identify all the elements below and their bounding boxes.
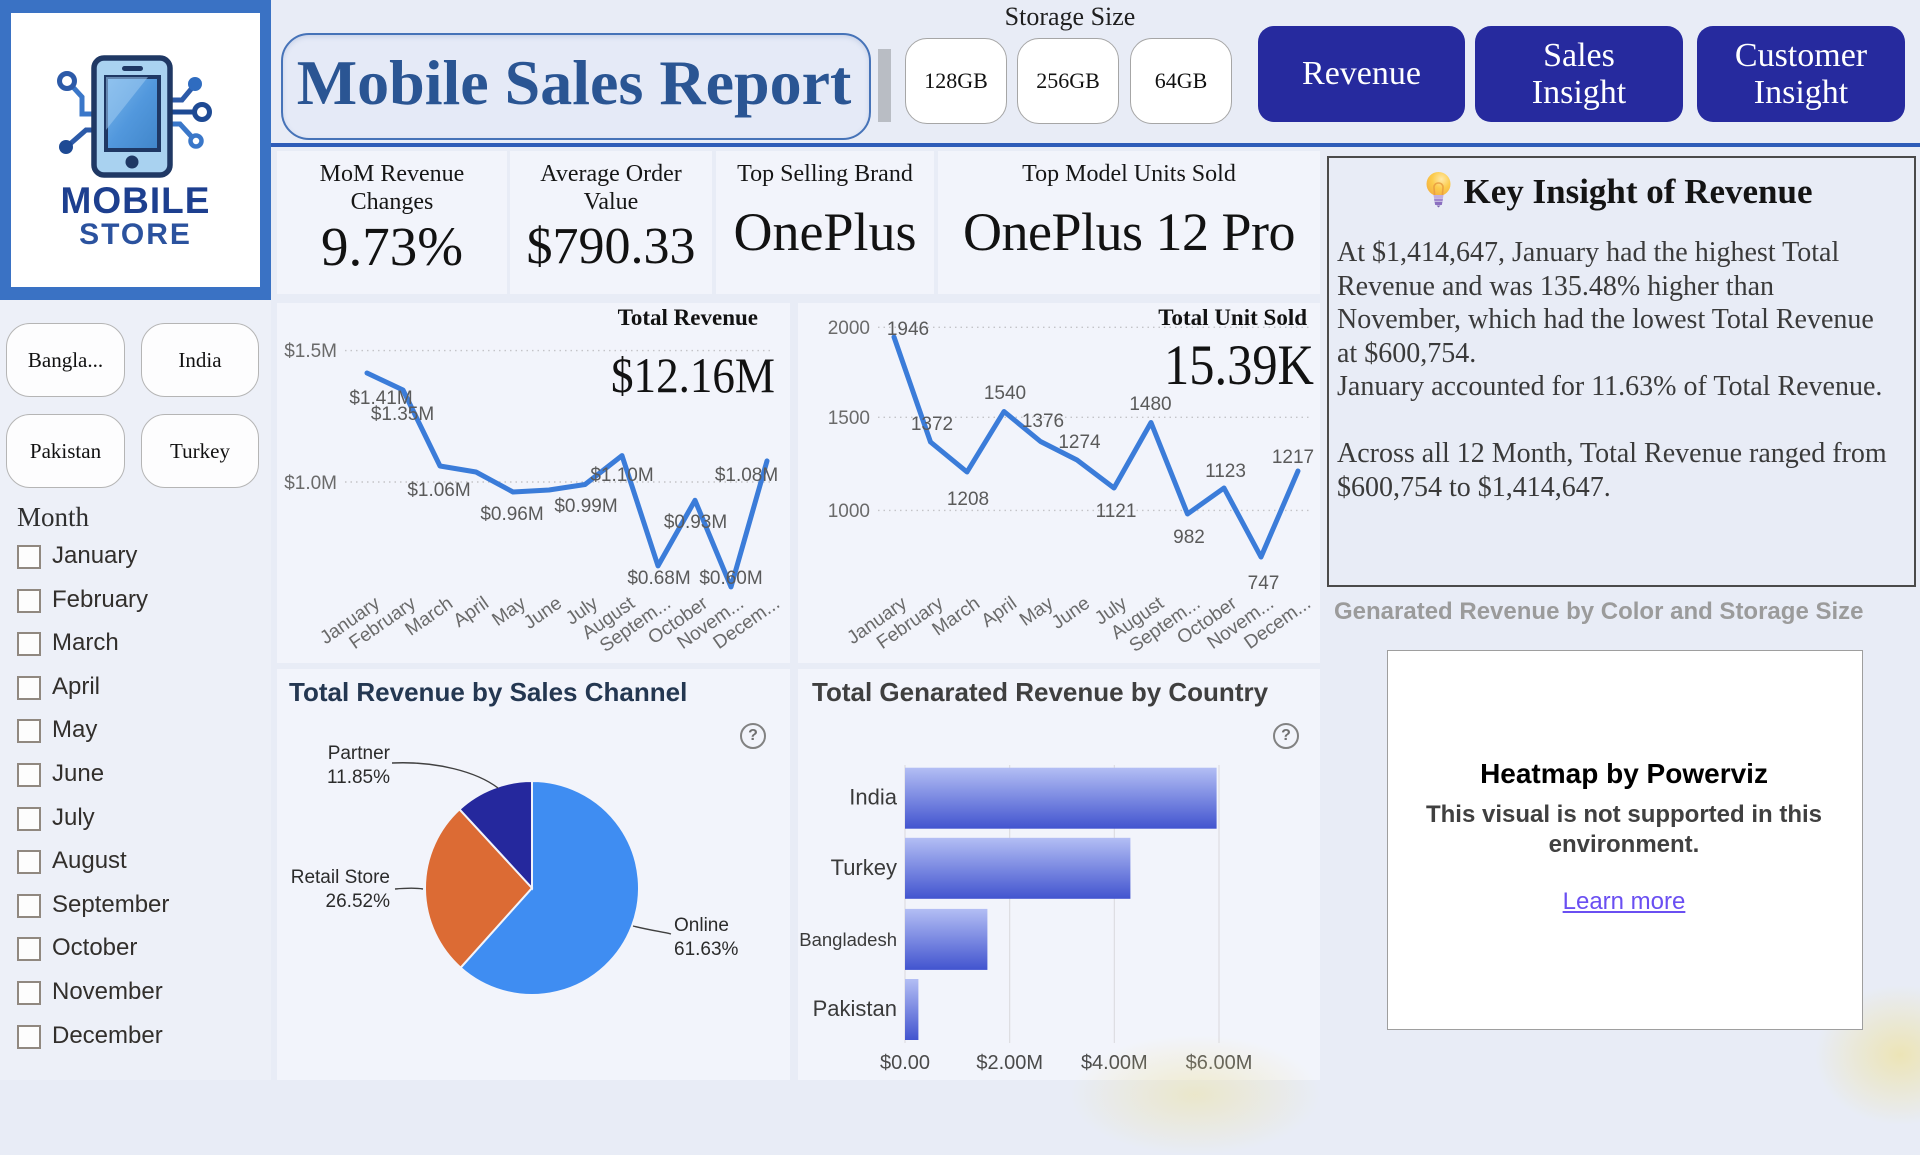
svg-text:11.85%: 11.85% [327,767,390,788]
svg-text:$1.06M: $1.06M [407,480,470,501]
svg-text:982: 982 [1173,527,1205,548]
svg-text:$6.00M: $6.00M [1186,1052,1253,1074]
svg-text:Turkey: Turkey [831,855,897,880]
svg-text:1274: 1274 [1058,432,1101,453]
svg-text:1217: 1217 [1272,447,1314,468]
svg-text:1480: 1480 [1129,394,1171,415]
svg-text:61.63%: 61.63% [674,939,739,960]
svg-text:$0.60M: $0.60M [699,568,762,589]
svg-text:$1.5M: $1.5M [284,341,337,362]
svg-text:$1.10M: $1.10M [590,465,653,486]
svg-text:May: May [1016,593,1058,631]
svg-text:$0.93M: $0.93M [664,512,727,533]
svg-text:2000: 2000 [828,318,870,339]
svg-text:$0.96M: $0.96M [480,504,543,525]
svg-text:$4.00M: $4.00M [1081,1052,1148,1074]
svg-text:Bangladesh: Bangladesh [799,929,897,950]
svg-text:Pakistan: Pakistan [813,996,897,1021]
svg-text:Retail Store: Retail Store [291,867,390,888]
svg-text:May: May [488,593,530,631]
svg-text:$1.08M: $1.08M [715,465,778,486]
svg-text:June: June [1048,593,1094,634]
svg-text:$1.41M: $1.41M [349,388,412,409]
svg-text:1123: 1123 [1205,461,1246,482]
svg-text:June: June [520,593,566,634]
svg-text:1946: 1946 [887,319,929,340]
svg-text:Total Unit Sold: Total Unit Sold [1158,305,1307,330]
svg-text:1500: 1500 [828,408,870,429]
svg-text:1000: 1000 [828,501,870,522]
svg-text:1208: 1208 [947,489,989,510]
svg-text:1376: 1376 [1022,411,1064,432]
svg-text:$0.00: $0.00 [880,1052,930,1074]
svg-text:$1.0M: $1.0M [284,473,337,494]
svg-text:747: 747 [1248,573,1280,594]
svg-text:April: April [978,593,1021,632]
svg-text:$2.00M: $2.00M [976,1052,1043,1074]
svg-text:$0.68M: $0.68M [627,568,690,589]
svg-text:26.52%: 26.52% [326,891,391,912]
svg-text:$0.99M: $0.99M [554,496,617,517]
svg-text:India: India [849,785,897,810]
svg-text:$1.35M: $1.35M [371,404,434,425]
svg-text:1372: 1372 [911,414,953,435]
svg-text:Total Revenue: Total Revenue [618,305,758,330]
svg-text:15.39K: 15.39K [1164,334,1314,397]
svg-text:$12.16M: $12.16M [611,347,775,403]
svg-text:Partner: Partner [328,743,391,764]
svg-text:1121: 1121 [1096,501,1137,522]
svg-text:April: April [450,593,493,632]
svg-text:Online: Online [674,915,729,936]
svg-text:1540: 1540 [984,383,1026,404]
